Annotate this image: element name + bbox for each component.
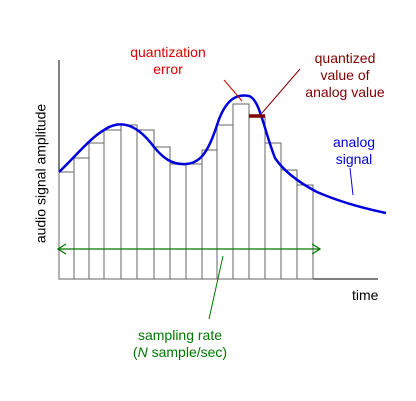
analog-signal-pointer: [349, 167, 354, 196]
sample-bar: [280, 169, 298, 280]
quantization-error-label: quantization error: [118, 44, 218, 78]
quantized-value-pointer: [261, 68, 301, 114]
quantization-error-line1: quantization: [130, 44, 206, 60]
sample-bar: [58, 171, 75, 280]
quantized-value-label: quantized value of analog value: [300, 50, 390, 101]
sample-bar: [73, 157, 90, 280]
sample-bar: [185, 163, 203, 280]
analog-signal-curve: [58, 94, 387, 215]
quantization-error-pointer: [223, 79, 243, 102]
sampling-rate-line1: sampling rate: [137, 327, 223, 343]
sampling-rate-label: sampling rate (N sample/sec): [112, 327, 248, 361]
sample-bar: [153, 146, 171, 280]
sample-bar: [103, 129, 122, 280]
sampling-arrow: [56, 243, 322, 255]
quantized-value-line1: quantized: [314, 50, 376, 66]
sample-bar: [169, 163, 187, 280]
sample-bar: [248, 115, 266, 280]
analog-signal-line1: analog: [332, 134, 376, 150]
y-axis-label: audio signal amplitude: [33, 104, 50, 244]
quantized-value-line2: value of: [320, 67, 370, 83]
y-axis-label-text: audio signal amplitude: [32, 103, 49, 244]
sample-bar: [296, 184, 314, 280]
sampling-pointer: [208, 255, 224, 320]
x-axis-label-text: time: [352, 287, 379, 303]
quantized-value-line3: analog value: [305, 84, 385, 100]
sample-bar: [232, 103, 250, 280]
analog-signal-label: analog signal: [324, 134, 384, 168]
x-axis-label: time: [352, 287, 378, 304]
sampling-rate-open: (: [132, 344, 138, 360]
sample-bar: [216, 124, 234, 280]
sample-bar: [201, 149, 218, 280]
sampling-rate-rest: sample/sec): [147, 344, 228, 360]
quantization-error-line2: error: [153, 61, 183, 77]
sample-bars: [58, 103, 314, 280]
sampling-rate-n: N: [137, 344, 148, 360]
sample-bar: [136, 129, 155, 280]
sampling-rate-line2: (N sample/sec): [112, 344, 248, 361]
analog-signal-line2: signal: [335, 151, 373, 167]
sample-bar: [88, 142, 105, 280]
sample-bar: [120, 124, 138, 280]
